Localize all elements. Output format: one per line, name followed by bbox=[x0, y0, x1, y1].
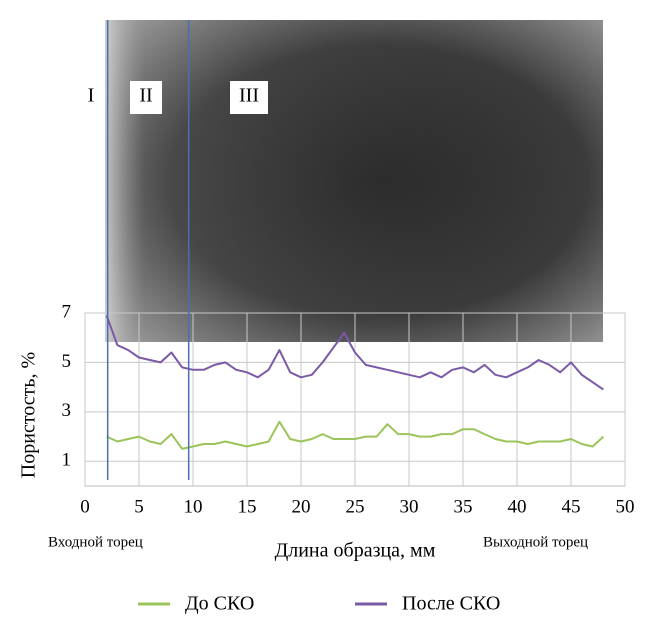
x-tick-label: 30 bbox=[400, 496, 419, 517]
x-tick-label: 50 bbox=[616, 496, 635, 517]
x-tick-label: 40 bbox=[508, 496, 527, 517]
zone-label: I bbox=[88, 85, 95, 107]
zone-label: III bbox=[239, 85, 259, 107]
zone-box bbox=[230, 81, 268, 114]
y-tick-label: 5 bbox=[62, 351, 72, 372]
x-tick-label: 15 bbox=[238, 496, 257, 517]
y-tick-label: 1 bbox=[62, 450, 72, 471]
x-end-label: Выходной торец bbox=[483, 534, 588, 550]
y-tick-label: 7 bbox=[62, 301, 72, 322]
zone-label: II bbox=[139, 85, 152, 107]
legend-label: До СКО bbox=[185, 593, 254, 615]
y-tick-label: 3 bbox=[62, 400, 72, 421]
x-tick-label: 25 bbox=[346, 496, 365, 517]
x-tick-label: 35 bbox=[454, 496, 473, 517]
x-tick-label: 20 bbox=[292, 496, 311, 517]
legend-label: После СКО bbox=[402, 593, 500, 615]
ct-image-edge bbox=[105, 20, 603, 342]
x-axis-label: Длина образца, мм bbox=[275, 540, 436, 562]
x-tick-label: 45 bbox=[562, 496, 581, 517]
zone-box bbox=[130, 81, 162, 114]
x-tick-label: 5 bbox=[134, 496, 144, 517]
x-tick-label: 0 bbox=[80, 496, 90, 517]
y-axis-label: Пористость, % bbox=[18, 352, 40, 478]
x-tick-label: 10 bbox=[184, 496, 203, 517]
x-start-label: Входной торец bbox=[48, 534, 143, 550]
